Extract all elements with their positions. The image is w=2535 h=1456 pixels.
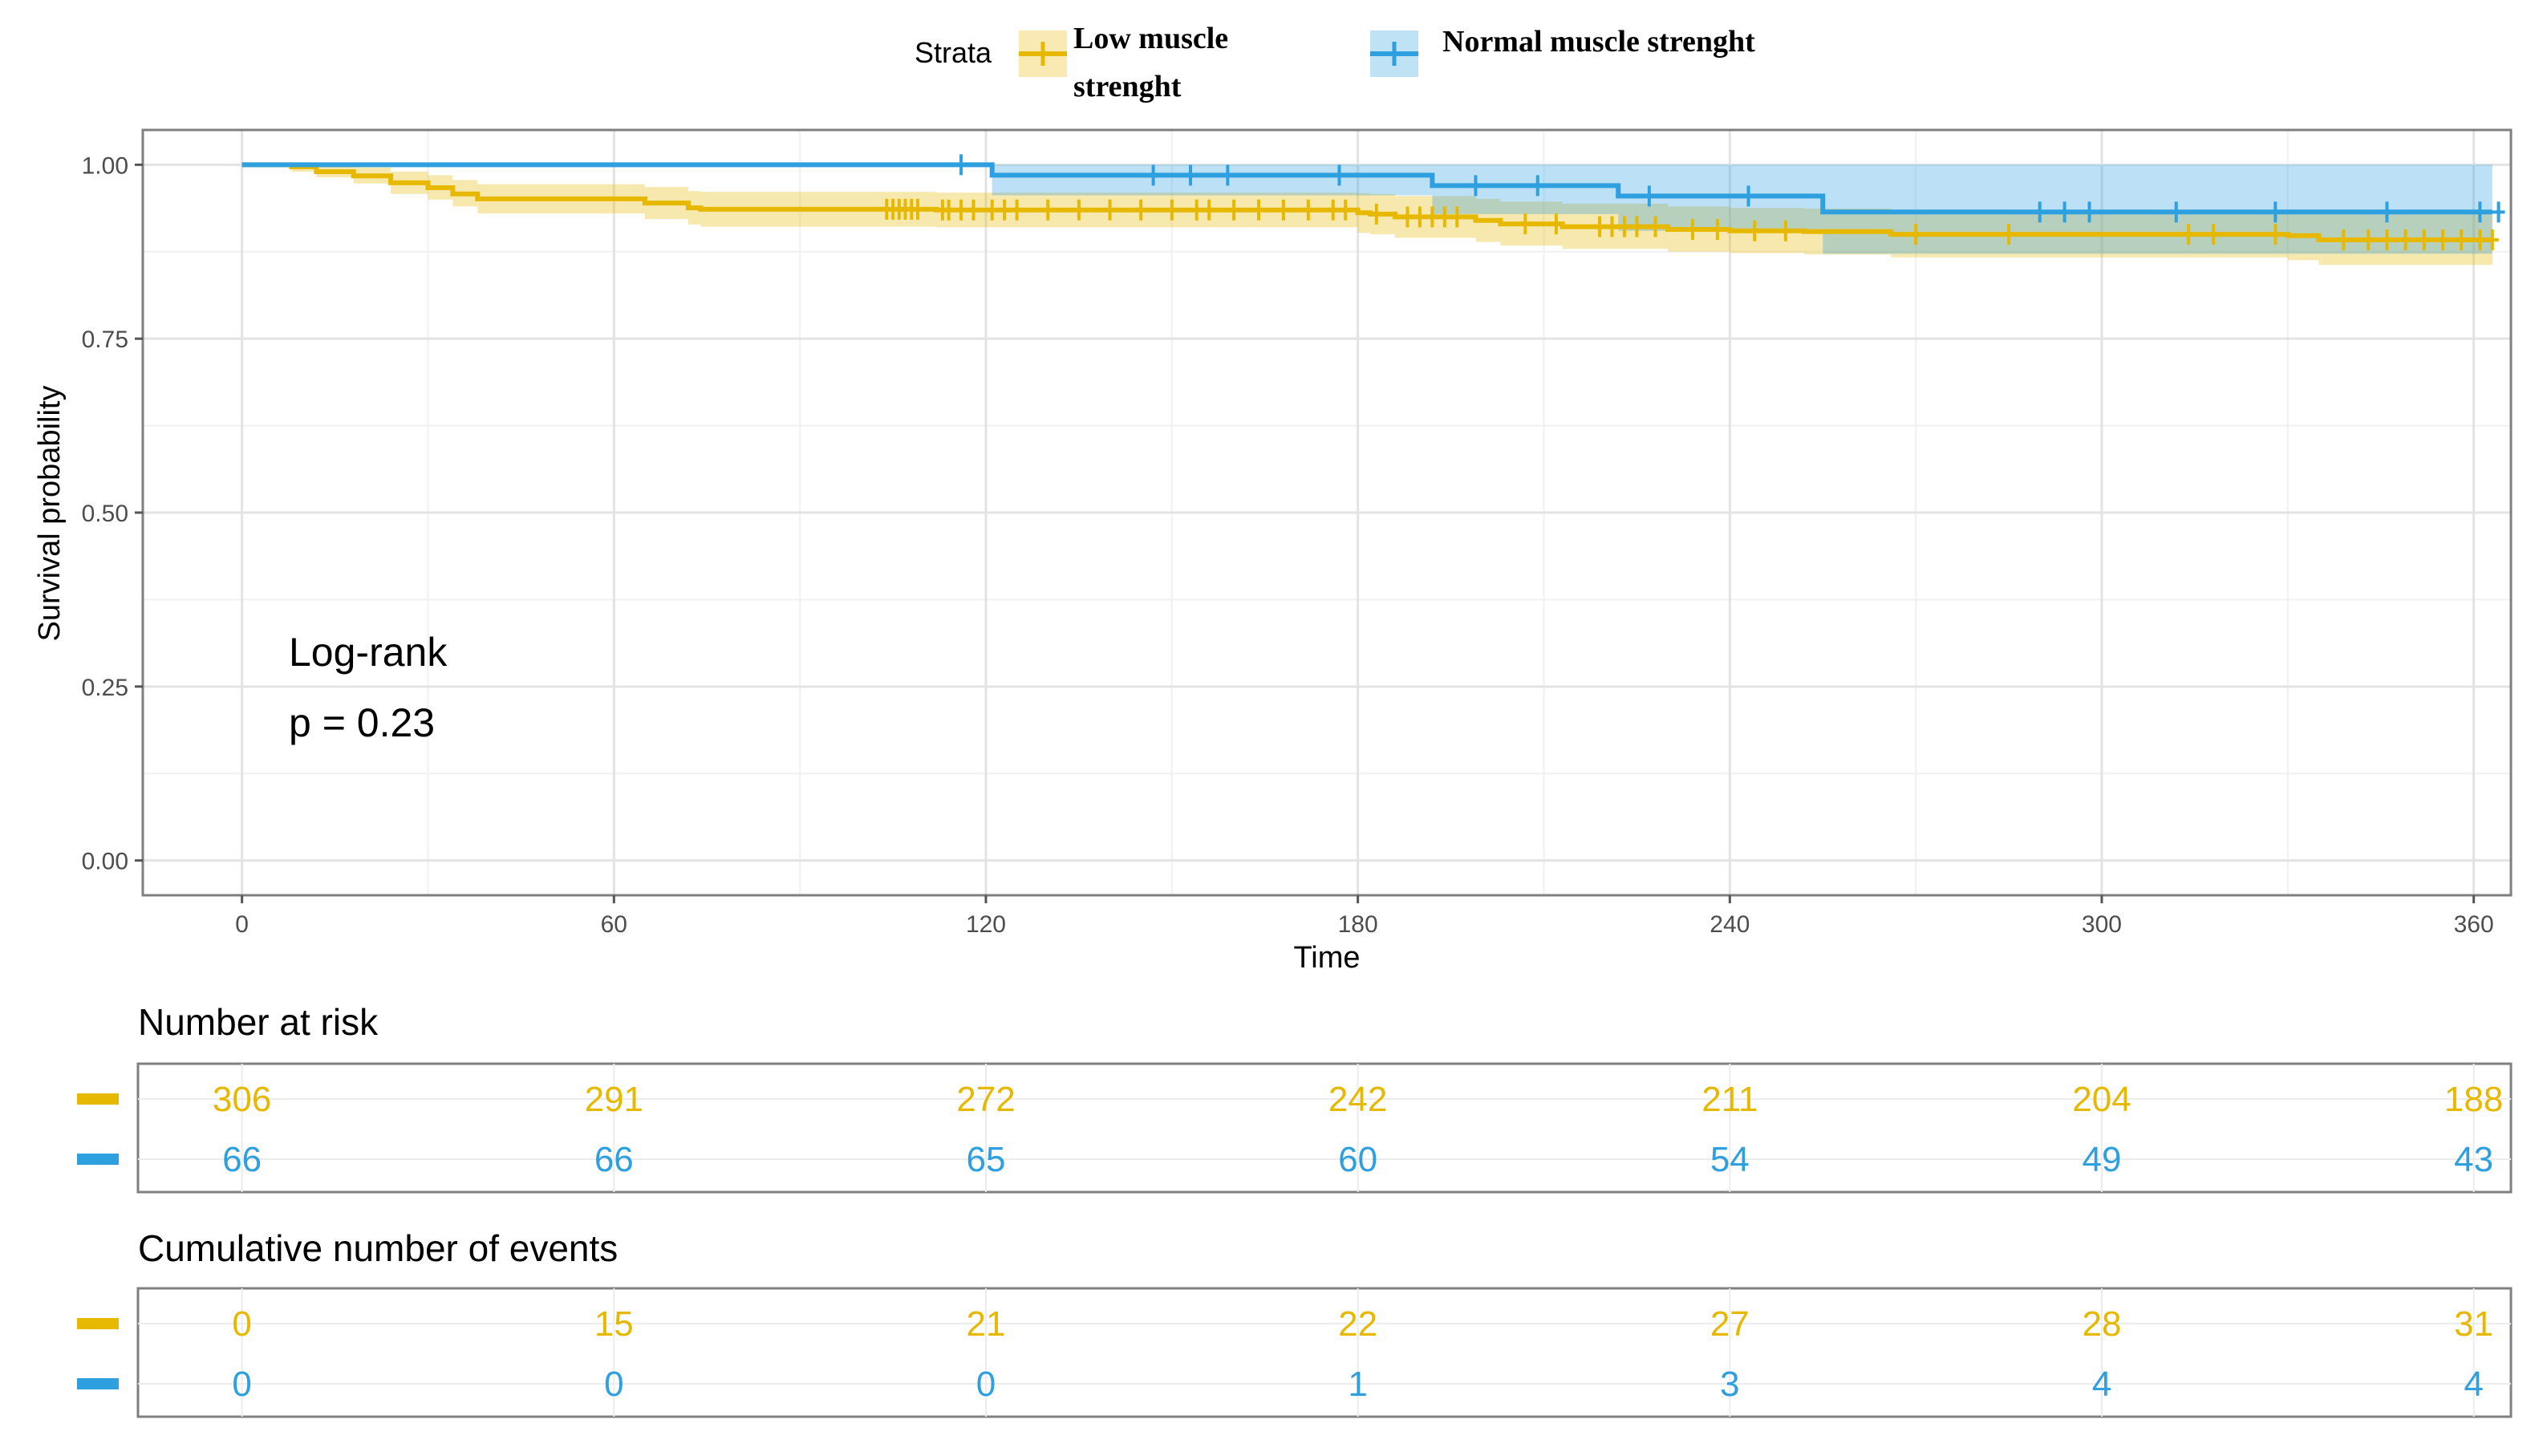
x-tick-label: 360 [2454, 911, 2494, 938]
x-tick-label: 120 [966, 911, 1006, 938]
risk-table: Number at risk 306 291 272 242 211 204 188 66 66… [77, 1001, 2513, 1194]
risk-table-cell: 204 [2072, 1080, 2131, 1119]
x-axis-label: Time [1293, 941, 1360, 975]
annotation-line-1: Log-rank [289, 630, 448, 675]
y-tick-label: 0.50 [82, 501, 128, 527]
plot-area: 0 60 120 180 240 300 360 0.00 0.25 0.50 0.75 1.00 L… [33, 128, 2513, 975]
events-table-cell: 31 [2454, 1304, 2493, 1344]
risk-table-cell: 188 [2444, 1080, 2503, 1119]
axes: 0 60 120 180 240 300 360 0.00 0.25 0.50 0.75 1.00 [82, 152, 2494, 938]
events-table-cell: 0 [232, 1304, 251, 1344]
events-table-cell: 4 [2464, 1365, 2483, 1404]
events-table-cell: 15 [594, 1304, 634, 1344]
censor-marks [880, 154, 2505, 251]
events-table-row-key [77, 1378, 119, 1389]
risk-table-cell: 66 [222, 1140, 262, 1179]
events-table-cell: 27 [1710, 1304, 1750, 1344]
risk-table-cell: 211 [1701, 1080, 1758, 1119]
risk-table-cell: 272 [956, 1080, 1015, 1119]
risk-table-gridlines [138, 1064, 2511, 1192]
gridlines [143, 130, 2511, 895]
x-tick-label: 300 [2082, 911, 2122, 938]
risk-table-cell: 43 [2454, 1140, 2493, 1179]
risk-table-panel [136, 1062, 2513, 1194]
legend-title: Strata [915, 36, 992, 69]
y-tick-label: 1.00 [82, 152, 128, 179]
annotation-line-2: p = 0.23 [289, 700, 435, 745]
risk-table-cells: 306 291 272 242 211 204 188 66 66 65 60 54 49 43 [77, 1080, 2503, 1179]
x-tick-label: 0 [235, 911, 249, 938]
risk-table-row-key [77, 1154, 119, 1165]
events-table-cell: 0 [976, 1365, 996, 1404]
events-table-cell: 28 [2082, 1304, 2121, 1344]
legend-label-low-line2: strenght [1073, 70, 1182, 103]
y-tick-label: 0.75 [82, 326, 128, 353]
events-table-cell: 21 [966, 1304, 1005, 1344]
events-table-title: Cumulative number of events [138, 1227, 618, 1269]
risk-table-cell: 65 [966, 1140, 1005, 1179]
risk-table-cell: 49 [2082, 1140, 2121, 1179]
legend-label-normal: Normal muscle strenght [1442, 25, 1755, 59]
legend: Strata Low muscle strenght Normal muscle… [915, 22, 1755, 103]
risk-table-title: Number at risk [138, 1001, 379, 1043]
risk-table-cell: 306 [213, 1080, 271, 1119]
events-table-cell: 0 [232, 1365, 251, 1404]
risk-table-cell: 291 [585, 1080, 643, 1119]
events-table-panel [136, 1287, 2513, 1418]
risk-table-cell: 60 [1338, 1140, 1377, 1179]
events-table-cell: 1 [1348, 1365, 1367, 1404]
risk-table-cell: 54 [1710, 1140, 1750, 1179]
events-table: Cumulative number of events 0 15 21 22 27 28 3… [77, 1227, 2513, 1418]
events-table-cell: 4 [2092, 1365, 2111, 1404]
x-tick-label: 240 [1710, 911, 1750, 938]
events-table-row-key [77, 1318, 119, 1329]
risk-table-row-key [77, 1093, 119, 1105]
x-tick-label: 180 [1338, 911, 1378, 938]
risk-table-cell: 66 [594, 1140, 634, 1179]
survival-curve-normal [241, 162, 2492, 215]
events-table-cell: 22 [1338, 1304, 1377, 1344]
y-tick-label: 0.00 [82, 849, 128, 875]
ci-band-normal [241, 164, 2492, 254]
y-tick-label: 0.25 [82, 675, 128, 701]
risk-table-cell: 242 [1328, 1080, 1387, 1119]
events-table-cells: 0 15 21 22 27 28 31 0 0 0 1 3 4 4 [77, 1304, 2493, 1404]
y-axis-label: Survival probability [33, 386, 67, 642]
legend-label-low-line1: Low muscle [1073, 22, 1228, 55]
events-table-cell: 3 [1720, 1365, 1739, 1404]
x-tick-label: 60 [601, 911, 627, 938]
events-table-gridlines [138, 1288, 2511, 1417]
events-table-cell: 0 [604, 1365, 623, 1404]
